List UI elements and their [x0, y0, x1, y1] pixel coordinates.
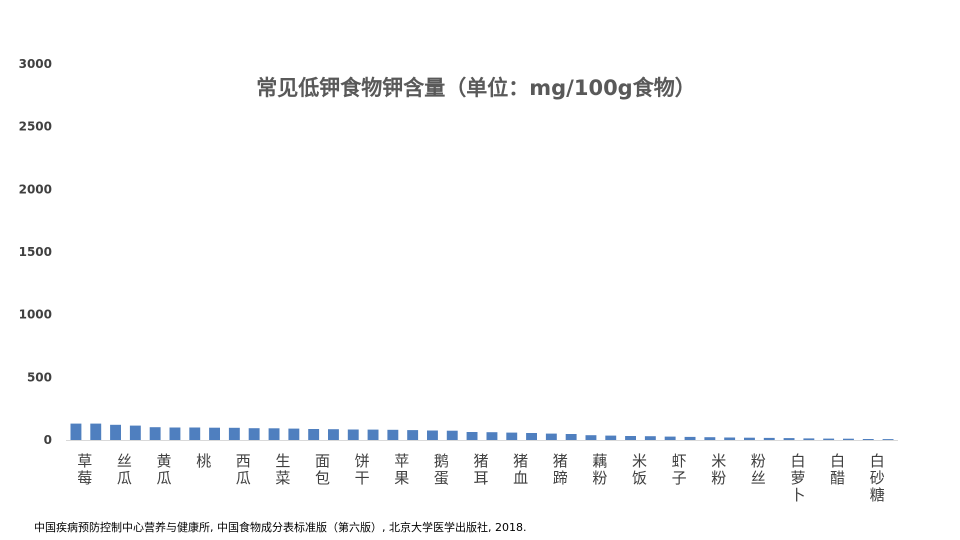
bar: [565, 434, 577, 440]
y-tick-label: 500: [27, 370, 52, 384]
bar: [268, 428, 280, 440]
x-tick-label: 藕粉: [592, 452, 607, 487]
bar: [288, 428, 300, 440]
y-tick-label: 2500: [19, 120, 52, 134]
bar: [129, 425, 141, 440]
x-tick-label: 饼干: [355, 452, 370, 487]
x-tick-label: 米饭: [632, 452, 647, 487]
x-tick-label: 猪耳: [473, 452, 488, 487]
bar: [209, 427, 220, 440]
x-tick-label: 黄瓜: [156, 452, 171, 487]
x-tick-label: 苹果: [394, 452, 409, 487]
y-tick-label: 1500: [19, 245, 52, 259]
bar: [169, 427, 181, 440]
bar: [664, 436, 676, 440]
bar: [149, 427, 161, 440]
bar: [446, 430, 458, 440]
bar: [783, 438, 795, 440]
x-tick-label: 虾子: [672, 452, 687, 487]
bar: [367, 429, 379, 440]
x-tick-label: 猪血: [513, 452, 528, 487]
bar: [545, 433, 557, 440]
y-tick-label: 2000: [19, 182, 52, 196]
bar: [328, 429, 339, 440]
x-tick-label: 面包: [315, 452, 330, 487]
bar: [387, 429, 399, 440]
bar: [882, 439, 894, 440]
bar: [506, 432, 518, 440]
bar: [407, 430, 419, 440]
bar: [90, 423, 102, 440]
x-tick-label: 猪蹄: [553, 452, 568, 487]
x-tick-label: 丝瓜: [117, 452, 132, 487]
bar: [744, 437, 755, 440]
bar: [605, 435, 617, 440]
x-tick-label: 米粉: [711, 452, 726, 487]
bar: [724, 437, 736, 440]
bar: [763, 437, 775, 440]
bar: [625, 436, 636, 440]
bar: [486, 432, 498, 440]
bar: [189, 427, 201, 440]
x-tick-label: 白砂糖: [870, 452, 885, 504]
x-tick-label: 桃: [196, 452, 211, 470]
bar: [644, 436, 656, 440]
bar: [585, 435, 597, 440]
bar: [862, 439, 874, 440]
x-tick-label: 白醋: [830, 452, 845, 487]
x-tick-label: 鹅蛋: [434, 452, 449, 487]
bar: [526, 433, 537, 440]
bars: [70, 423, 894, 440]
chart-title: 常见低钾食物钾含量（单位：mg/100g食物）: [256, 76, 695, 100]
bar: [843, 438, 854, 440]
bar: [803, 438, 815, 440]
y-tick-label: 1000: [19, 308, 52, 322]
bar: [70, 423, 82, 440]
bar: [823, 438, 835, 440]
bar: [228, 427, 240, 440]
source-note: 中国疾病预防控制中心营养与健康所, 中国食物成分表标准版（第六版）, 北京大学医…: [34, 521, 527, 534]
y-axis: 0 500 1000 1500 2000 2500 3000: [19, 57, 52, 447]
x-tick-label: 草莓: [77, 452, 92, 487]
bar: [308, 429, 320, 440]
bar: [427, 430, 438, 440]
y-tick-label: 3000: [19, 57, 52, 71]
x-tick-label: 白萝卜: [790, 452, 805, 504]
bar: [248, 428, 260, 440]
bar: [684, 436, 696, 440]
x-tick-label: 粉丝: [751, 452, 766, 487]
y-tick-label: 0: [44, 433, 52, 447]
bar: [466, 432, 478, 440]
bar: [704, 437, 716, 440]
x-tick-label: 生菜: [275, 452, 290, 487]
bar: [110, 424, 121, 440]
bar: [347, 429, 359, 440]
x-tick-label: 西瓜: [236, 452, 251, 487]
